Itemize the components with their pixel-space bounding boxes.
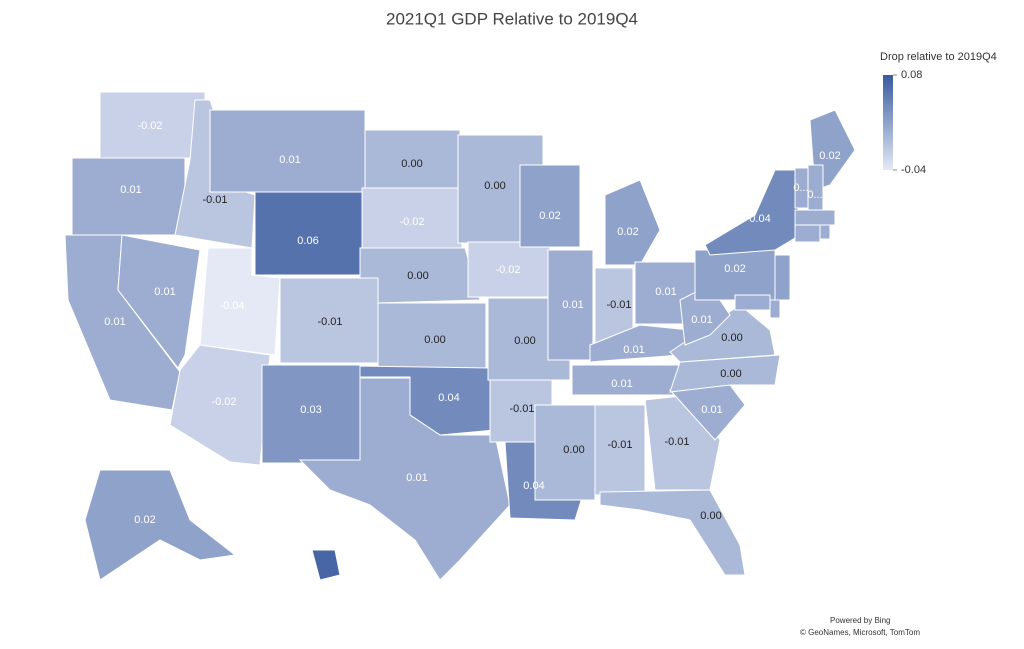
state [519,164,581,248]
state [254,191,364,276]
data-label: 0.02 [134,514,155,526]
state [534,404,596,501]
state [599,489,746,576]
data-label: 0.01 [691,314,712,326]
data-label: -0.02 [211,396,236,408]
data-label: 0.01 [406,472,427,484]
data-label: 0.02 [819,150,840,162]
data-label: -0.02 [399,216,424,228]
data-label: -0.01 [317,316,342,328]
data-label: 0.00 [700,510,721,522]
data-label: 0.06 [297,235,318,247]
data-label: -0.01 [509,403,534,415]
legend-title: Drop relative to 2019Q4 [880,51,997,63]
data-label: 0.01 [611,378,632,390]
state [84,469,237,581]
data-label: 0... [807,189,822,201]
data-label: 0.00 [407,270,428,282]
map: -0.02 0.01 0.01 0.01 -0.01 0.01 0.06 -0.04 -0.01… [64,91,856,581]
data-label: 0.04 [438,392,459,404]
data-label: -0.01 [664,436,689,448]
data-label: 0.04 [523,480,544,492]
state [819,224,831,240]
data-label: 0.00 [484,180,505,192]
data-label: -0.04 [219,300,244,312]
data-label: 0.01 [562,299,583,311]
state [169,344,271,466]
attribution: © GeoNames, Microsoft, TomTom [800,628,920,637]
data-label: 0.02 [724,263,745,275]
data-label: -0.01 [606,299,631,311]
data-label: 0.00 [721,332,742,344]
data-label: 0.00 [563,444,584,456]
data-label: 0.01 [104,316,125,328]
state [734,294,771,311]
chart-title: 2021Q1 GDP Relative to 2019Q4 [386,9,638,28]
data-label: 0.01 [655,286,676,298]
data-label: 0... [793,182,808,194]
data-label: -0.01 [607,439,632,451]
state [117,234,201,369]
state [807,164,824,211]
data-label: 0.00 [514,335,535,347]
state [694,249,776,301]
attribution: Powered by Bing [830,616,890,625]
data-label: 0.04 [749,213,770,225]
legend-scale [883,75,893,170]
state [604,179,661,266]
data-label: 0.02 [617,226,638,238]
data-label: -0.02 [137,120,162,132]
data-label: 0.00 [720,368,741,380]
data-label: 0.01 [701,404,722,416]
state [794,209,836,226]
data-label: -0.01 [202,194,227,206]
state [298,377,511,581]
data-label: 0.03 [300,404,321,416]
state [794,224,821,243]
state [774,254,791,301]
legend-tick-label: 0.08 [901,69,922,81]
data-label: 0.01 [279,154,300,166]
state [311,549,341,581]
data-label: 0.01 [154,286,175,298]
state [209,109,366,193]
data-label: 0.01 [120,184,141,196]
data-label: 0.01 [623,344,644,356]
data-label: 0.02 [539,210,560,222]
data-label: 0.00 [424,334,445,346]
state [769,299,781,319]
data-label: -0.02 [495,264,520,276]
data-label: 0.00 [401,158,422,170]
legend-tick-label: -0.04 [901,164,926,176]
state [71,157,186,236]
